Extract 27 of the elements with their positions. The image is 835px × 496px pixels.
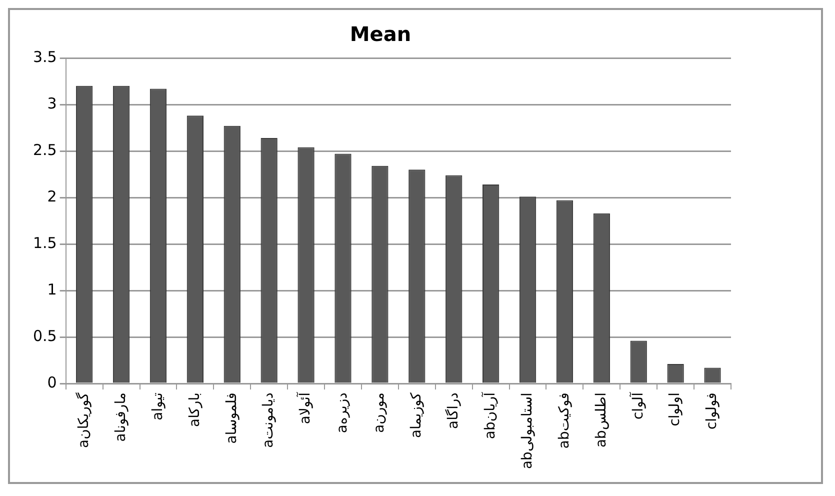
y-tick-label: 3 — [47, 94, 57, 112]
x-tick-label: aبارکا — [186, 392, 203, 427]
x-tick-label: abفوکیت — [556, 392, 572, 449]
x-tick-label: aآئولا — [296, 391, 314, 424]
y-tick-label: 1 — [47, 280, 57, 298]
y-tick-label: 2.5 — [32, 140, 57, 159]
x-tick-label: cاولوا — [667, 392, 684, 426]
x-tick-label: aفلموسا — [224, 392, 240, 444]
chart-title: Mean — [350, 22, 412, 46]
y-tick-label: 3.5 — [32, 48, 57, 66]
y-tick-label: 0.5 — [32, 326, 57, 345]
x-tick-label: aدزیره — [334, 392, 351, 434]
x-tick-label: aمورن — [372, 392, 388, 433]
x-tick-label: abآریان — [480, 391, 498, 440]
x-tick-label: aگوریکان — [74, 392, 92, 448]
x-tick-label: aتیوا — [150, 392, 166, 420]
x-tick-label: aدراگا — [444, 392, 462, 429]
x-tick-label: aدیامونت — [260, 392, 277, 448]
x-tick-label: abاطلس — [593, 392, 610, 448]
x-tick-label: cآلوا — [628, 391, 646, 420]
y-tick-label: 2 — [47, 187, 57, 206]
x-tick-label: aکوزیما — [408, 392, 425, 438]
y-tick-label: 1.5 — [32, 234, 57, 252]
y-tick-label: 0 — [47, 373, 57, 392]
x-tick-label: cفولوا — [704, 392, 720, 430]
x-tick-label: abاستامبولی — [519, 392, 536, 470]
x-tick-label: aمارفونا — [112, 392, 129, 442]
